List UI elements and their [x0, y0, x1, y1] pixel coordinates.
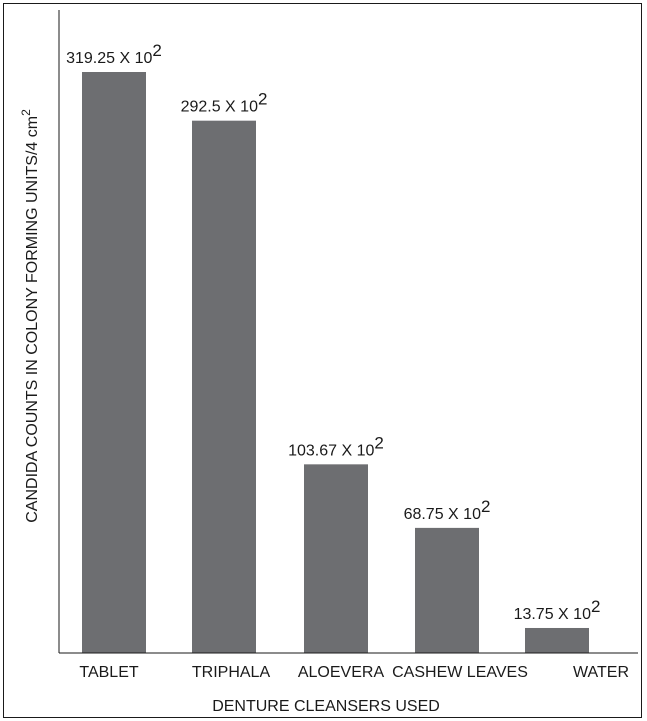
data-label-superscript: 2	[258, 90, 267, 109]
data-label-superscript: 2	[481, 497, 490, 516]
category-label-triphala: TRIPHALA	[192, 664, 271, 681]
data-label-text: 13.75 X 10	[514, 606, 592, 623]
category-label-cashew-leaves: CASHEW LEAVES	[392, 664, 528, 681]
data-label: 319.25 X 102	[66, 41, 162, 67]
data-label-text: 292.5 X 10	[181, 99, 259, 116]
bar-aloevera	[304, 464, 368, 653]
data-label: 292.5 X 102	[181, 90, 268, 116]
data-label-text: 319.25 X 10	[66, 50, 152, 67]
category-labels-layer: TABLET TRIPHALA ALOEVERA CASHEW LEAVES WATER	[79, 664, 629, 681]
x-axis-title: DENTURE CLEANSERS USED	[212, 698, 440, 715]
category-label-tablet: TABLET	[79, 664, 139, 681]
bar-cashew-leaves	[415, 527, 479, 653]
bar-tablet	[82, 72, 146, 653]
category-label-water: WATER	[573, 664, 629, 681]
category-label-aloevera: ALOEVERA	[298, 664, 385, 681]
y-axis-title-superscript: 2	[19, 109, 33, 116]
chart-frame: 319.25 X 102 292.5 X 102 103.67 X 102 68.75…	[3, 3, 642, 718]
data-label: 68.75 X 102	[404, 497, 491, 523]
data-label-superscript: 2	[152, 41, 161, 60]
data-label-text: 103.67 X 10	[288, 442, 374, 459]
bars-layer	[82, 72, 589, 653]
data-label: 13.75 X 102	[514, 597, 601, 623]
data-label-text: 68.75 X 10	[404, 506, 482, 523]
y-axis-title: CANDIDA COUNTS IN COLONY FORMING UNITS/4…	[19, 109, 41, 523]
bar-water	[525, 627, 589, 653]
bar-triphala	[192, 120, 256, 653]
data-label: 103.67 X 102	[288, 433, 384, 459]
y-axis-title-text: CANDIDA COUNTS IN COLONY FORMING UNITS/4…	[24, 116, 41, 523]
data-label-superscript: 2	[591, 597, 600, 616]
data-label-superscript: 2	[374, 433, 383, 452]
